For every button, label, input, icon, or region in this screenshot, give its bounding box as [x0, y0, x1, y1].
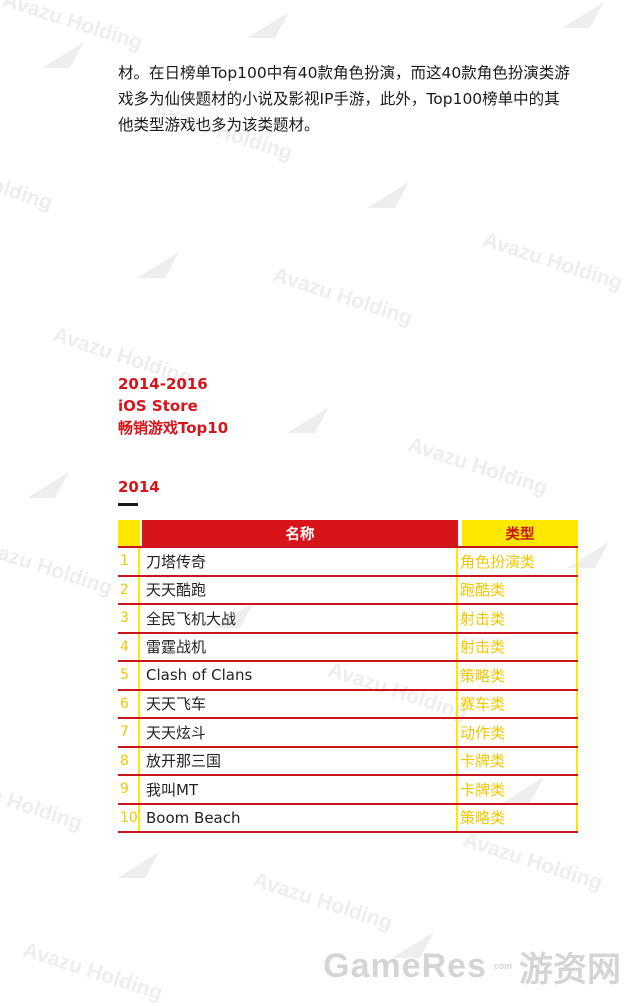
section-title-line: iOS Store	[118, 397, 198, 415]
avazu-triangle-logo-icon	[25, 470, 71, 500]
row-game-type: 角色扮演类	[458, 548, 578, 575]
section-title-line: 畅销游戏Top10	[118, 419, 229, 437]
row-game-type: 策略类	[458, 804, 578, 831]
row-game-type: 卡牌类	[458, 776, 578, 803]
avazu-triangle-logo-icon	[560, 0, 606, 30]
gameres-watermark: GameRes com 游资网	[323, 944, 621, 990]
row-rank: 8	[118, 747, 140, 774]
row-game-name: Clash of Clans	[140, 662, 458, 689]
table-row: 4 雷霆战机 射击类	[118, 633, 578, 662]
watermark-text: Avazu Holding	[0, 768, 86, 835]
row-game-type: 射击类	[458, 605, 578, 632]
avazu-triangle-logo-icon	[115, 850, 161, 880]
row-game-name: 天天炫斗	[140, 719, 458, 746]
avazu-triangle-logo-icon	[135, 250, 181, 280]
intro-line: 材。在日榜单Top100中有40款角色扮演，而这40款角色扮演类游	[118, 64, 570, 82]
row-rank: 7	[118, 719, 140, 746]
watermark-text: Avazu Holding	[460, 828, 606, 895]
avazu-triangle-logo-icon	[40, 40, 86, 70]
year-label: 2014	[118, 478, 160, 496]
row-rank: 5	[118, 662, 140, 689]
row-rank: 3	[118, 605, 140, 632]
row-game-name: 放开那三国	[140, 747, 458, 774]
intro-line: 他类型游戏也多为该类题材。	[118, 116, 320, 134]
row-game-type: 卡牌类	[458, 747, 578, 774]
row-game-type: 策略类	[458, 662, 578, 689]
row-game-type: 动作类	[458, 719, 578, 746]
row-rank: 10	[118, 804, 140, 831]
table-row: 2 天天酷跑 跑酷类	[118, 576, 578, 605]
row-game-type: 射击类	[458, 633, 578, 660]
table-row: 8 放开那三国 卡牌类	[118, 747, 578, 776]
row-rank: 9	[118, 776, 140, 803]
row-game-name: Boom Beach	[140, 804, 458, 831]
watermark-text: Avazu Holding	[270, 263, 416, 330]
row-rank: 4	[118, 633, 140, 660]
watermark-text: Avazu Holding	[20, 938, 166, 1005]
table-row: 7 天天炫斗 动作类	[118, 719, 578, 748]
intro-paragraph: 材。在日榜单Top100中有40款角色扮演，而这40款角色扮演类游 戏多为仙侠题…	[118, 60, 618, 138]
row-rank: 1	[118, 548, 140, 575]
table-row: 5 Clash of Clans 策略类	[118, 662, 578, 691]
table-row: 10 Boom Beach 策略类	[118, 804, 578, 833]
row-game-name: 我叫MT	[140, 776, 458, 803]
top10-table: 名称 类型 1 刀塔传奇 角色扮演类 2 天天酷跑 跑酷类 3 全民飞机大战 射…	[118, 520, 578, 833]
watermark-text: Avazu Holding	[0, 148, 56, 215]
row-game-name: 天天酷跑	[140, 576, 458, 603]
gameres-tld-text: com	[493, 961, 513, 971]
row-game-name: 全民飞机大战	[140, 605, 458, 632]
header-number-cell	[118, 520, 140, 546]
row-game-type: 赛车类	[458, 690, 578, 717]
section-title: 2014-2016 iOS Store 畅销游戏Top10	[118, 373, 228, 439]
row-rank: 6	[118, 690, 140, 717]
avazu-triangle-logo-icon	[365, 180, 411, 210]
section-title-line: 2014-2016	[118, 375, 208, 393]
watermark-text: Avazu Holding	[0, 533, 116, 600]
table-row: 9 我叫MT 卡牌类	[118, 776, 578, 805]
table-row: 6 天天飞车 赛车类	[118, 690, 578, 719]
table-header: 名称 类型	[118, 520, 578, 548]
table-row: 1 刀塔传奇 角色扮演类	[118, 548, 578, 577]
row-game-type: 跑酷类	[458, 576, 578, 603]
header-type: 类型	[462, 520, 578, 546]
gameres-cn-text: 游资网	[519, 949, 621, 990]
header-name: 名称	[142, 520, 458, 546]
watermark-text: Avazu Holding	[0, 0, 146, 55]
watermark-text: Avazu Holding	[405, 433, 551, 500]
gameres-brand-text: GameRes	[323, 946, 487, 985]
avazu-triangle-logo-icon	[245, 10, 291, 40]
watermark-text: Avazu Holding	[250, 868, 396, 935]
avazu-triangle-logo-icon	[285, 405, 331, 435]
intro-line: 戏多为仙侠题材的小说及影视IP手游，此外，Top100榜单中的其	[118, 90, 560, 108]
row-game-name: 天天飞车	[140, 690, 458, 717]
row-game-name: 刀塔传奇	[140, 548, 458, 575]
watermark-text: Avazu Holding	[480, 228, 626, 295]
year-underline	[118, 503, 138, 506]
row-game-name: 雷霆战机	[140, 633, 458, 660]
row-rank: 2	[118, 576, 140, 603]
table-row: 3 全民飞机大战 射击类	[118, 605, 578, 634]
